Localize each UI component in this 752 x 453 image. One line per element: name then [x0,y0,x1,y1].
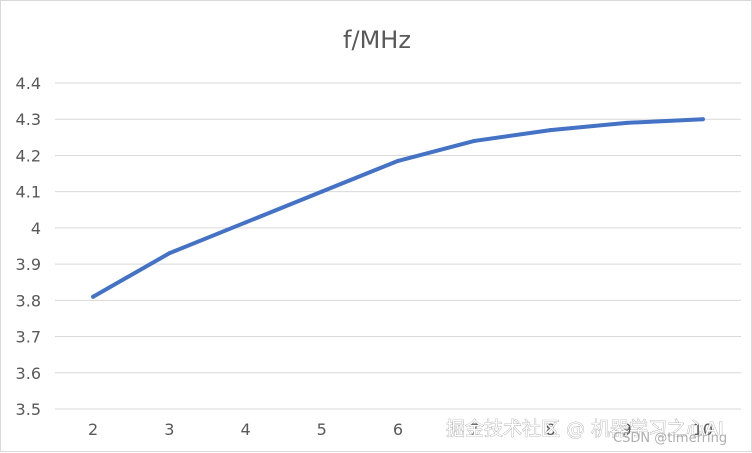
y-tick-label: 4.3 [16,110,41,129]
y-axis-ticks: 3.5 3.6 3.7 3.8 3.9 4 4.1 4.2 4.3 4.4 [16,74,41,419]
data-point [167,251,172,256]
y-tick-label: 3.7 [16,328,41,347]
series-layer [91,117,705,299]
x-tick-label: 7 [469,420,479,439]
y-tick-label: 4.1 [16,183,41,202]
y-tick-label: 3.6 [16,364,41,383]
x-axis-ticks: 2 3 4 5 6 7 8 9 10 [88,420,713,439]
chart-title: f/MHz [343,26,411,54]
x-tick-label: 6 [393,420,403,439]
x-tick-label: 4 [240,420,250,439]
watermark-juejin: 掘金技术社区 @ 机器学习之心AI [446,418,724,440]
x-tick-label: 5 [317,420,327,439]
series-line [91,117,705,299]
y-tick-label: 3.8 [16,291,41,310]
x-tick-label: 10 [693,420,713,439]
data-point [700,117,705,122]
y-tick-label: 4 [31,219,41,238]
data-point [243,220,248,225]
x-tick-label: 8 [545,420,555,439]
data-point [624,120,629,125]
y-tick-label: 4.2 [16,146,41,165]
y-tick-label: 4.4 [16,74,41,93]
x-tick-label: 2 [88,420,98,439]
y-tick-label: 3.9 [16,255,41,274]
x-tick-label: 9 [622,420,632,439]
data-point [548,128,553,133]
x-tick-label: 3 [164,420,174,439]
data-point [91,294,96,299]
data-point [472,138,477,143]
data-point [319,189,324,194]
y-tick-label: 3.5 [16,400,41,419]
watermark-csdn: CSDN @timerring [613,431,727,446]
data-point [396,158,400,163]
gridlines [55,82,741,410]
